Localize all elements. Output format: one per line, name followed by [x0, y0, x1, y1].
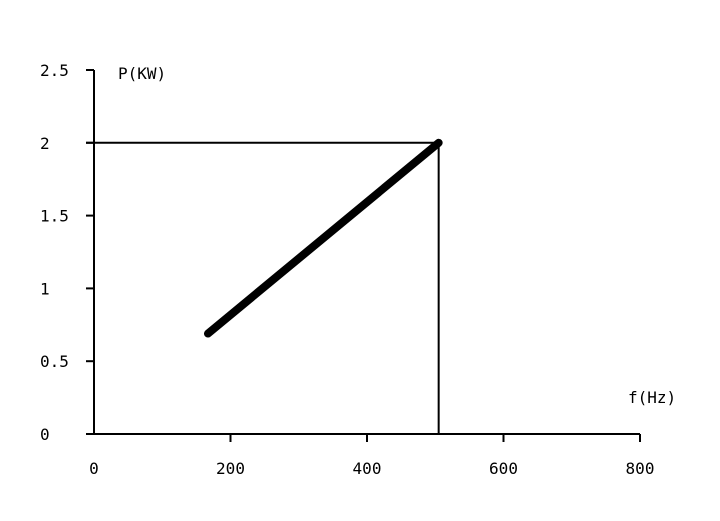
x-tick-label: 400	[353, 459, 382, 478]
series	[203, 138, 443, 338]
series-line	[203, 138, 443, 338]
x-tick-label: 0	[89, 459, 99, 478]
x-tick-label: 800	[626, 459, 655, 478]
y-tick-label: 0.5	[40, 352, 69, 371]
ticks: 0 0.5 1 1.5 2 2.5 0 200 400 600 800	[40, 61, 654, 478]
axes	[93, 70, 640, 435]
y-tick-label: 2	[40, 134, 50, 153]
y-tick-label: 1.5	[40, 207, 69, 226]
y-tick-label: 0	[40, 425, 50, 444]
reference-lines	[86, 141, 440, 434]
y-tick-label: 1	[40, 279, 50, 298]
x-tick-label: 200	[216, 459, 245, 478]
x-tick-label: 600	[489, 459, 518, 478]
x-axis-label: f(Hz)	[628, 388, 676, 407]
y-axis-label: P(KW)	[118, 64, 166, 83]
y-tick-label: 2.5	[40, 61, 69, 80]
